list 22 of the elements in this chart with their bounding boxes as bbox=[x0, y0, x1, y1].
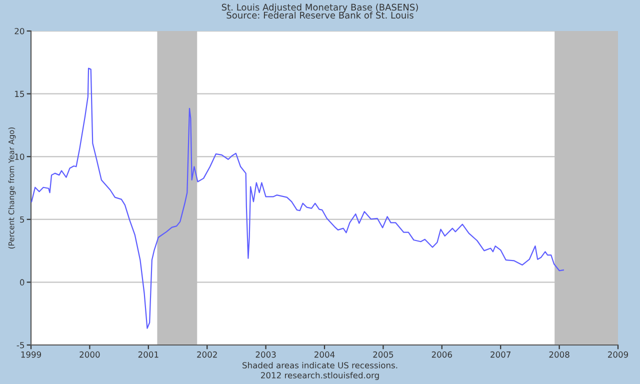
x-tick-label: 2003 bbox=[256, 351, 276, 358]
chart-title: St. Louis Adjusted Monetary Base (BASENS) bbox=[222, 4, 418, 12]
y-tick-label: 10 bbox=[15, 154, 24, 160]
x-tick-label: 2007 bbox=[490, 351, 510, 358]
y-tick-label: -5 bbox=[16, 342, 24, 348]
y-tick-label: 0 bbox=[20, 279, 24, 286]
x-tick-label: 1999 bbox=[21, 351, 42, 358]
x-tick-label: 2004 bbox=[314, 351, 335, 358]
chart-subtitle: Source: Federal Reserve Bank of St. Louis bbox=[226, 12, 414, 19]
x-tick-label: 2005 bbox=[373, 351, 394, 358]
x-tick-label: 2008 bbox=[549, 351, 570, 358]
x-tick-label: 2000 bbox=[80, 351, 100, 358]
x-tick-label: 2001 bbox=[138, 351, 158, 358]
text: Shaded areas indicate US recessions. bbox=[242, 362, 398, 368]
x-tick-label: 2006 bbox=[432, 351, 452, 358]
x-tick-label: 2002 bbox=[197, 351, 217, 358]
y-tick-label: 5 bbox=[20, 216, 24, 223]
text: 2012 research.stlouisfed.org bbox=[261, 372, 379, 380]
x-tick-label: 2009 bbox=[608, 351, 628, 358]
y-tick-label: 15 bbox=[15, 90, 24, 98]
line-series bbox=[31, 68, 564, 329]
y-tick-label: 20 bbox=[14, 28, 24, 34]
